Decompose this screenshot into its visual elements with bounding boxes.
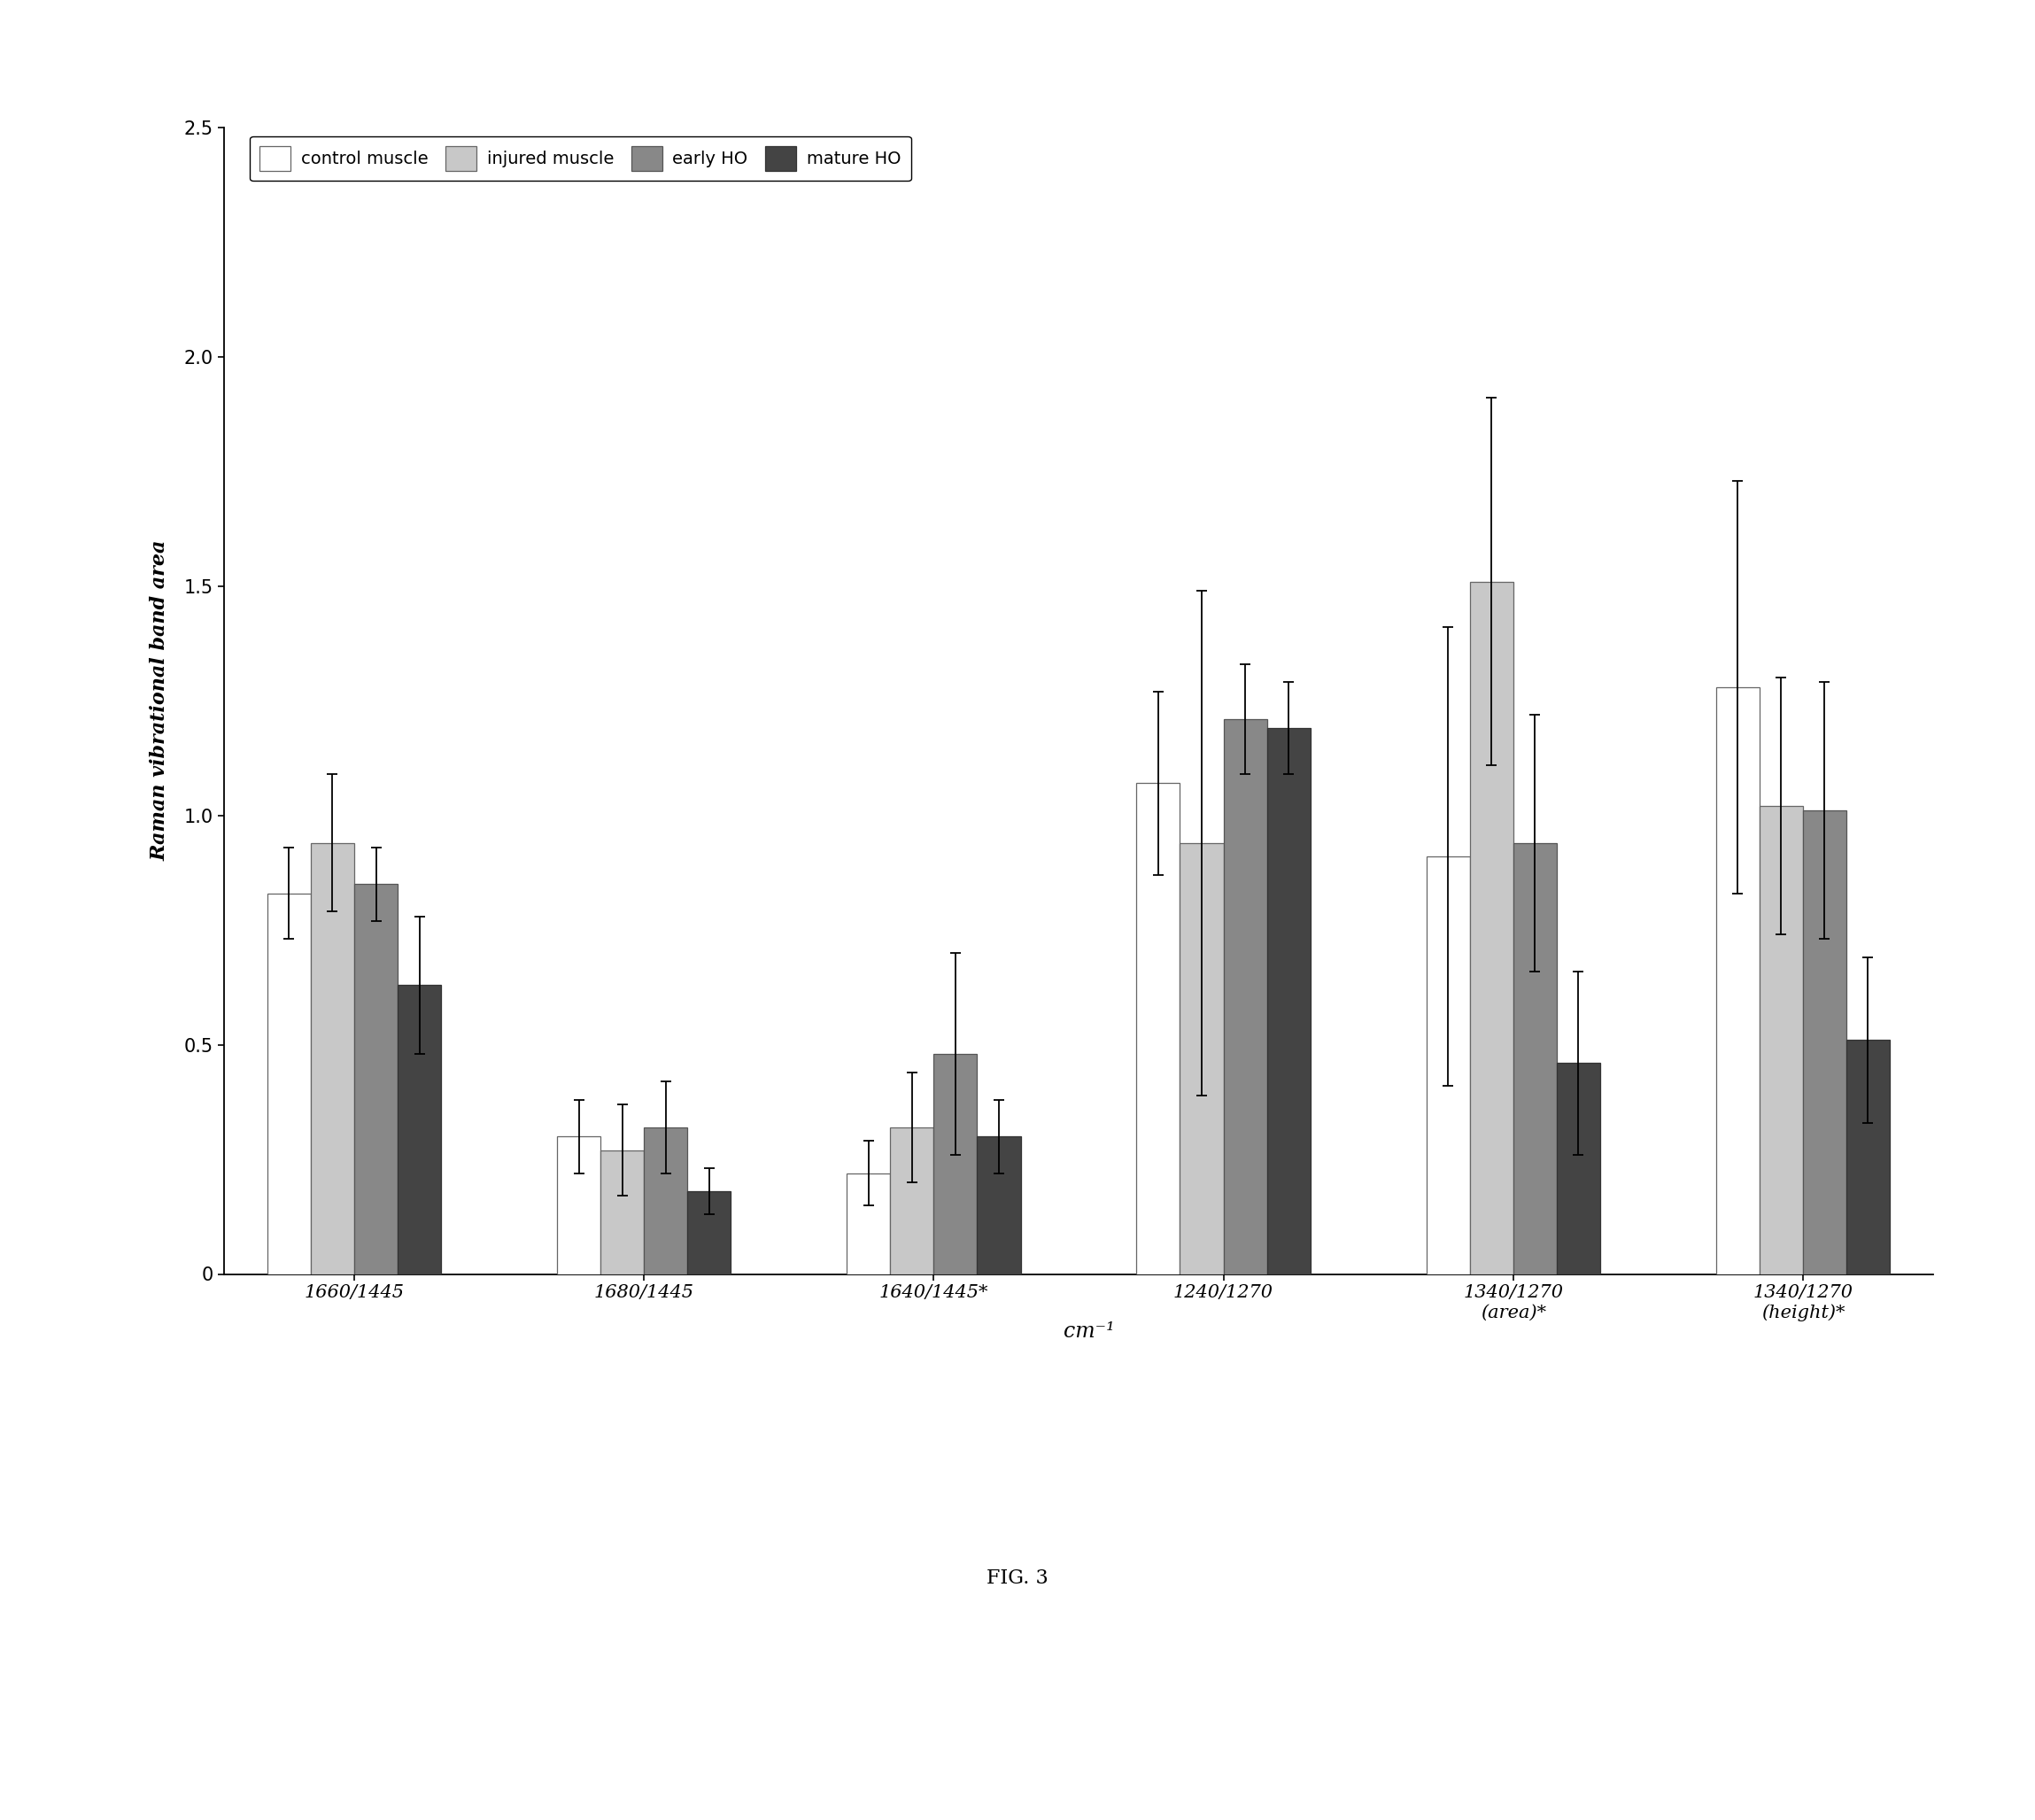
Bar	[311, 843, 354, 1274]
Bar	[688, 1192, 731, 1274]
Bar	[397, 985, 442, 1274]
Bar	[1427, 857, 1469, 1274]
Bar	[1136, 783, 1180, 1274]
Bar	[354, 885, 397, 1274]
Bar	[1557, 1063, 1600, 1274]
Text: cm⁻¹: cm⁻¹	[1062, 1321, 1115, 1341]
Bar	[1716, 686, 1760, 1274]
Bar	[600, 1150, 643, 1274]
Bar	[847, 1174, 889, 1274]
Bar	[977, 1136, 1022, 1274]
Bar	[267, 894, 311, 1274]
Bar	[1268, 728, 1311, 1274]
Bar	[1760, 806, 1803, 1274]
Bar	[1803, 810, 1846, 1274]
Bar	[934, 1054, 977, 1274]
Bar	[1514, 843, 1557, 1274]
Bar	[643, 1127, 688, 1274]
Bar	[558, 1136, 600, 1274]
Bar	[1469, 581, 1514, 1274]
Y-axis label: Raman vibrational band area: Raman vibrational band area	[151, 541, 169, 861]
Text: FIG. 3: FIG. 3	[987, 1569, 1048, 1587]
Bar	[1180, 843, 1223, 1274]
Legend: control muscle, injured muscle, early HO, mature HO: control muscle, injured muscle, early HO…	[250, 136, 912, 180]
Bar	[1846, 1039, 1891, 1274]
Bar	[1223, 719, 1268, 1274]
Bar	[889, 1127, 934, 1274]
